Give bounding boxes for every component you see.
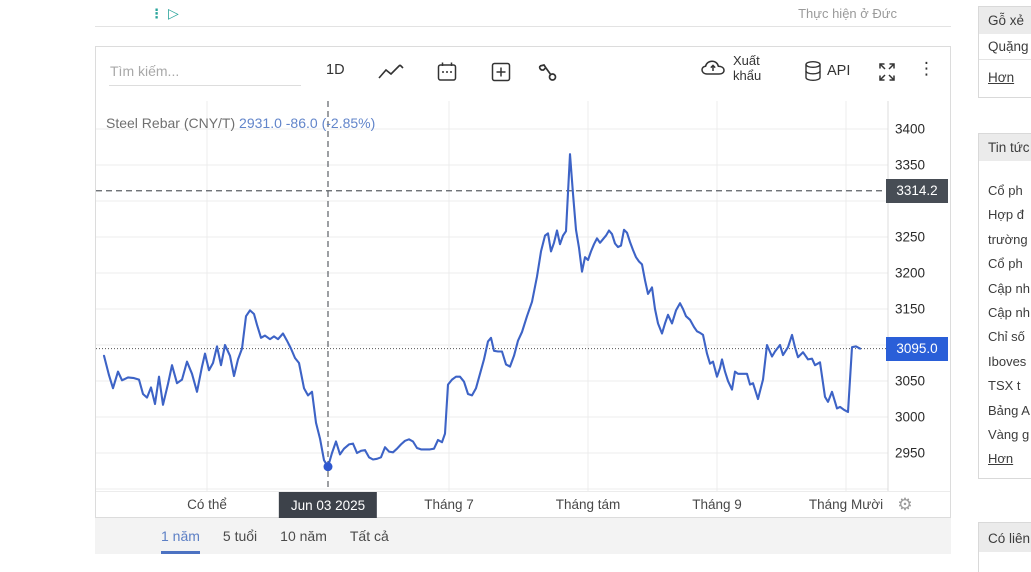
- range-tab-tất-cả[interactable]: Tất cả: [349, 527, 389, 544]
- x-axis: Có thể Tháng 7 Tháng tám Tháng 9 Tháng Mười …: [96, 491, 950, 519]
- commodities-panel: Gỗ xẻ Quặng Hơn: [978, 6, 1031, 98]
- y-tick-label: 3200: [895, 266, 925, 281]
- database-icon: [805, 61, 821, 82]
- sidebar-item-go-xe[interactable]: Gỗ xẻ: [979, 7, 1031, 34]
- range-tab-10-năm[interactable]: 10 năm: [280, 527, 327, 544]
- y-tick-label: 3250: [895, 230, 925, 245]
- compare-add-button[interactable]: [490, 61, 512, 83]
- news-item[interactable]: Vàng g: [988, 427, 1030, 443]
- axis-settings-gear-icon[interactable]: ⚙: [897, 495, 913, 514]
- news-item[interactable]: Chỉ số: [988, 329, 1025, 345]
- x-axis-label: Tháng 9: [692, 497, 742, 512]
- crosshair-point-marker: [323, 462, 333, 472]
- series-title: Steel Rebar (CNY/T): [106, 115, 236, 131]
- related-panel: Có liên: [978, 522, 1031, 572]
- chart-type-button[interactable]: [378, 64, 405, 82]
- range-tab-1-năm[interactable]: 1 năm: [161, 518, 200, 554]
- chart-toolbar: 1D: [96, 47, 950, 101]
- more-link[interactable]: Hơn: [988, 70, 1015, 85]
- provider-logo[interactable]: ⋮ ▷: [150, 6, 179, 20]
- made-in-label: Thực hiện ở Đức: [798, 5, 897, 21]
- news-item[interactable]: Cổ ph: [988, 183, 1023, 198]
- crosshair-price-badge: 3314.2: [886, 178, 948, 203]
- y-tick-label: 3050: [895, 374, 925, 389]
- price-line-series: [102, 153, 862, 468]
- sidebar-item-quang[interactable]: Quặng: [979, 34, 1031, 60]
- chart-card: 1D: [95, 46, 951, 519]
- x-axis-label: Có thể: [187, 497, 227, 512]
- news-item[interactable]: Cập nh: [988, 305, 1030, 321]
- range-tab-strip: 1 năm 5 tuổi 10 năm Tất cả: [95, 518, 951, 554]
- x-axis-label: Tháng 7: [424, 497, 474, 512]
- settings-tools-button[interactable]: [536, 61, 560, 85]
- fullscreen-icon: [879, 63, 895, 81]
- news-item[interactable]: Iboves: [988, 353, 1027, 369]
- more-menu-button[interactable]: ⋮: [918, 59, 935, 78]
- news-item[interactable]: Cổ ph: [988, 256, 1023, 272]
- chart-legend: Steel Rebar (CNY/T) 2931.0 -86.0 (-2.85%…: [106, 115, 375, 131]
- news-panel: Tin tức Cổ ph Hợp đ trường Cổ ph Cập nh Cập n…: [978, 133, 1031, 479]
- export-button[interactable]: Xuất khẩu: [700, 53, 771, 83]
- y-tick-label: 3350: [895, 158, 925, 173]
- x-axis-label: Tháng tám: [555, 497, 621, 512]
- last-price-badge: 3095.0: [886, 336, 948, 361]
- search-input[interactable]: [109, 59, 301, 86]
- hover-price: 2931.0: [239, 115, 282, 131]
- y-tick-label: 3150: [895, 302, 925, 317]
- crosshair-date-badge: Jun 03 2025: [278, 492, 378, 519]
- top-strip: ⋮ ▷ Thực hiện ở Đức: [95, 0, 951, 27]
- commodities-more-link: Hơn: [979, 60, 1031, 97]
- range-tab-5-tuổi[interactable]: 5 tuổi: [222, 527, 258, 544]
- export-label: Xuất khẩu: [733, 53, 762, 83]
- related-panel-header: Có liên: [979, 523, 1031, 552]
- search-field-wrap: [109, 59, 301, 86]
- api-button[interactable]: API: [804, 60, 850, 82]
- y-tick-label: 3000: [895, 410, 925, 425]
- y-tick-label: 3400: [895, 122, 925, 137]
- news-item[interactable]: Hợp đ: [988, 207, 1024, 223]
- y-tick-label: 2950: [895, 446, 925, 461]
- plot-area[interactable]: 3400 3350 3250 3200 3150 3050 3000 2950: [96, 101, 950, 492]
- wrench-icon: [538, 64, 557, 81]
- news-item[interactable]: Bảng A: [988, 402, 1030, 418]
- news-item[interactable]: trường: [988, 231, 1028, 247]
- api-label: API: [827, 63, 851, 79]
- news-panel-header: Tin tức: [979, 134, 1031, 161]
- fullscreen-button[interactable]: [876, 62, 898, 82]
- hover-change: -86.0: [285, 115, 318, 131]
- cloud-export-icon: [701, 60, 725, 75]
- news-item[interactable]: Cập nh: [988, 280, 1030, 296]
- hover-change-pct: (-2.85%): [321, 115, 376, 131]
- calendar-icon: [437, 62, 457, 81]
- date-range-button[interactable]: [436, 61, 458, 83]
- x-axis-label: Tháng Mười: [808, 497, 884, 512]
- line-chart-icon: [378, 64, 404, 79]
- plus-square-icon: [491, 62, 511, 82]
- logo-dots-icon: ⋮: [150, 5, 163, 21]
- logo-play-icon: ▷: [168, 5, 179, 21]
- news-item[interactable]: TSX t: [988, 378, 1021, 394]
- news-more-link[interactable]: Hơn: [988, 451, 1014, 467]
- price-chart-svg: 3400 3350 3250 3200 3150 3050 3000 2950: [96, 101, 925, 492]
- interval-button[interactable]: 1D: [326, 62, 345, 78]
